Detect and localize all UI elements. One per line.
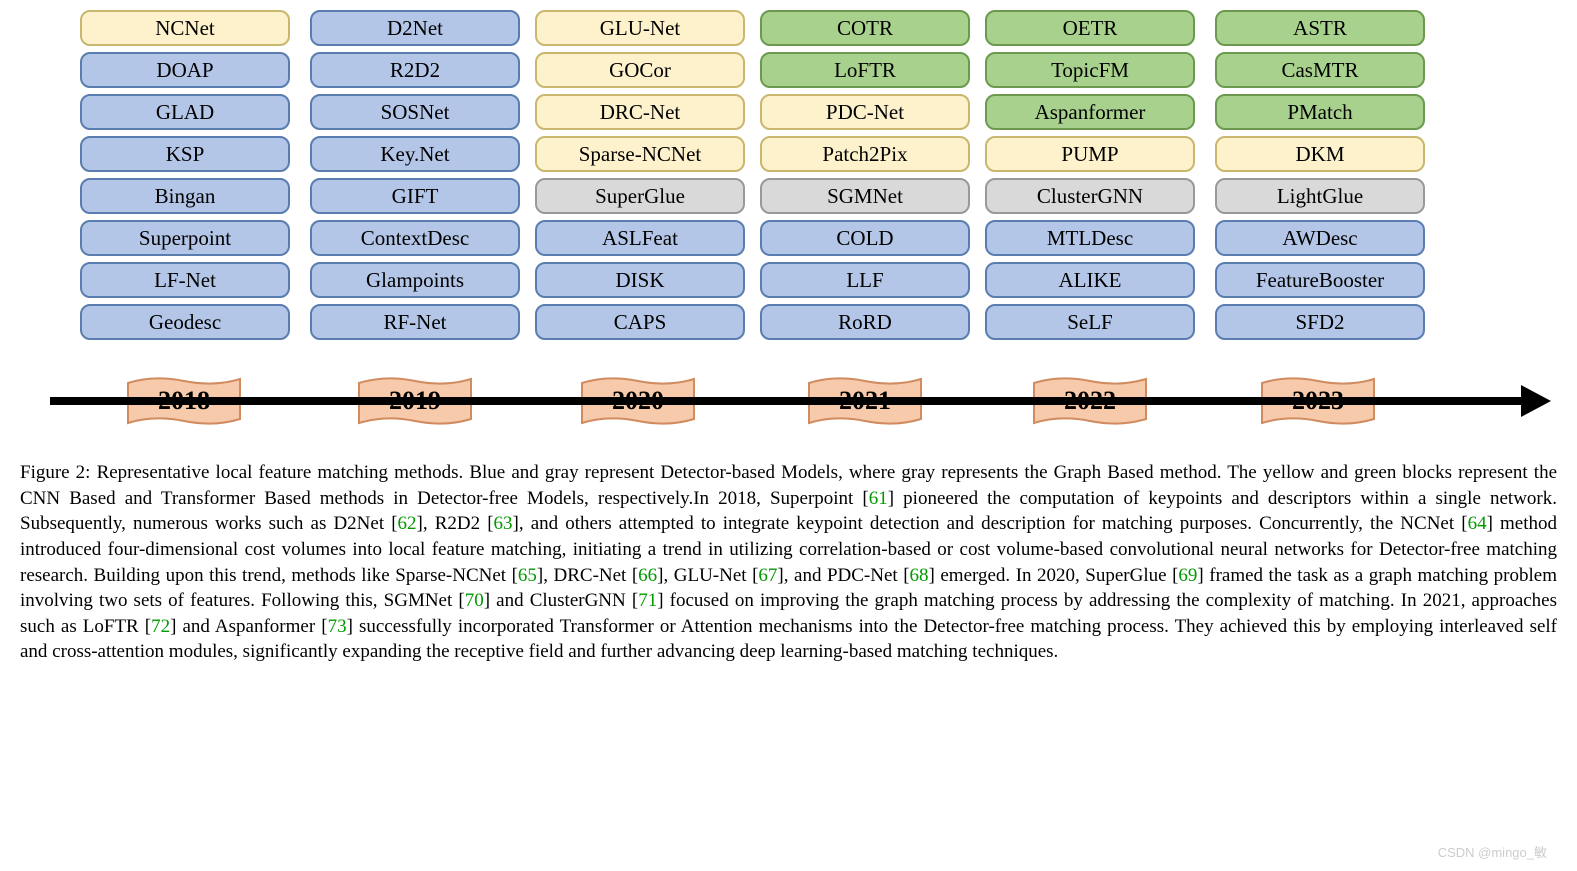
method-pill: SFD2 xyxy=(1215,304,1425,340)
year-column: NCNet DOAP GLAD KSP Bingan Superpoint LF-Net Ge… xyxy=(80,10,290,340)
year-ribbon: 2023 xyxy=(1258,375,1378,427)
citation-ref[interactable]: 70 xyxy=(465,590,484,611)
method-pill: PDC-Net xyxy=(760,94,970,130)
method-pill: FeatureBooster xyxy=(1215,262,1425,298)
citation-ref[interactable]: 64 xyxy=(1468,513,1487,534)
method-pill: ASLFeat xyxy=(535,220,745,256)
method-pill: ClusterGNN xyxy=(985,178,1195,214)
watermark-text: CSDN @mingo_敏 xyxy=(1438,842,1547,861)
method-pill: AWDesc xyxy=(1215,220,1425,256)
year-column: ASTR CasMTR PMatch DKM LightGlue AWDesc Featur… xyxy=(1215,10,1425,340)
citation-ref[interactable]: 71 xyxy=(638,590,657,611)
method-pill: Patch2Pix xyxy=(760,136,970,172)
method-pill: NCNet xyxy=(80,10,290,46)
method-pill: Superpoint xyxy=(80,220,290,256)
timeline-axis: 2018 2019 2020 2021 2022 2023 xyxy=(20,375,1557,435)
method-pill: ASTR xyxy=(1215,10,1425,46)
method-pill: R2D2 xyxy=(310,52,520,88)
figure-caption: Figure 2: Representative local feature m… xyxy=(20,460,1557,665)
method-pill: OETR xyxy=(985,10,1195,46)
method-pill: D2Net xyxy=(310,10,520,46)
method-pill: Bingan xyxy=(80,178,290,214)
timeline-chart: 2018 2019 2020 2021 2022 2023 NCNet DOAP GLAD KS… xyxy=(20,10,1557,430)
method-pill: DISK xyxy=(535,262,745,298)
method-pill: PMatch xyxy=(1215,94,1425,130)
method-pill: SGMNet xyxy=(760,178,970,214)
method-pill: GIFT xyxy=(310,178,520,214)
method-pill: LightGlue xyxy=(1215,178,1425,214)
method-pill: SeLF xyxy=(985,304,1195,340)
year-ribbon: 2021 xyxy=(805,375,925,427)
method-pill: PUMP xyxy=(985,136,1195,172)
year-ribbon: 2018 xyxy=(124,375,244,427)
year-ribbon: 2020 xyxy=(578,375,698,427)
citation-ref[interactable]: 73 xyxy=(328,616,347,637)
method-pill: LF-Net xyxy=(80,262,290,298)
method-pill: LLF xyxy=(760,262,970,298)
citation-ref[interactable]: 72 xyxy=(151,616,170,637)
method-pill: Key.Net xyxy=(310,136,520,172)
year-column: OETR TopicFM Aspanformer PUMP ClusterGNN MTLD… xyxy=(985,10,1195,340)
method-pill: RF-Net xyxy=(310,304,520,340)
citation-ref[interactable]: 67 xyxy=(758,565,777,586)
method-pill: DKM xyxy=(1215,136,1425,172)
method-pill: KSP xyxy=(80,136,290,172)
citation-ref[interactable]: 69 xyxy=(1178,565,1197,586)
method-pill: TopicFM xyxy=(985,52,1195,88)
method-pill: GOCor xyxy=(535,52,745,88)
year-column: GLU-Net GOCor DRC-Net Sparse-NCNet SuperGlue… xyxy=(535,10,745,340)
method-pill: SOSNet xyxy=(310,94,520,130)
citation-ref[interactable]: 61 xyxy=(869,488,888,509)
method-pill: COLD xyxy=(760,220,970,256)
method-pill: Sparse-NCNet xyxy=(535,136,745,172)
method-pill: Aspanformer xyxy=(985,94,1195,130)
method-pill: GLU-Net xyxy=(535,10,745,46)
year-ribbon: 2019 xyxy=(355,375,475,427)
method-pill: DRC-Net xyxy=(535,94,745,130)
citation-ref[interactable]: 65 xyxy=(518,565,537,586)
year-column: D2Net R2D2 SOSNet Key.Net GIFT ContextDesc Gla… xyxy=(310,10,520,340)
method-pill: RoRD xyxy=(760,304,970,340)
citation-ref[interactable]: 66 xyxy=(638,565,657,586)
method-pill: GLAD xyxy=(80,94,290,130)
method-pill: LoFTR xyxy=(760,52,970,88)
citation-ref[interactable]: 62 xyxy=(398,513,417,534)
method-pill: Geodesc xyxy=(80,304,290,340)
year-ribbon: 2022 xyxy=(1030,375,1150,427)
method-pill: DOAP xyxy=(80,52,290,88)
method-pill: CAPS xyxy=(535,304,745,340)
method-pill: Glampoints xyxy=(310,262,520,298)
method-pill: ALIKE xyxy=(985,262,1195,298)
year-column: COTR LoFTR PDC-Net Patch2Pix SGMNet COLD LLF Ro… xyxy=(760,10,970,340)
method-pill: COTR xyxy=(760,10,970,46)
citation-ref[interactable]: 68 xyxy=(910,565,929,586)
timeline-arrowhead-icon xyxy=(1521,385,1551,417)
citation-ref[interactable]: 63 xyxy=(494,513,513,534)
method-pill: SuperGlue xyxy=(535,178,745,214)
method-pill: CasMTR xyxy=(1215,52,1425,88)
method-pill: MTLDesc xyxy=(985,220,1195,256)
method-pill: ContextDesc xyxy=(310,220,520,256)
